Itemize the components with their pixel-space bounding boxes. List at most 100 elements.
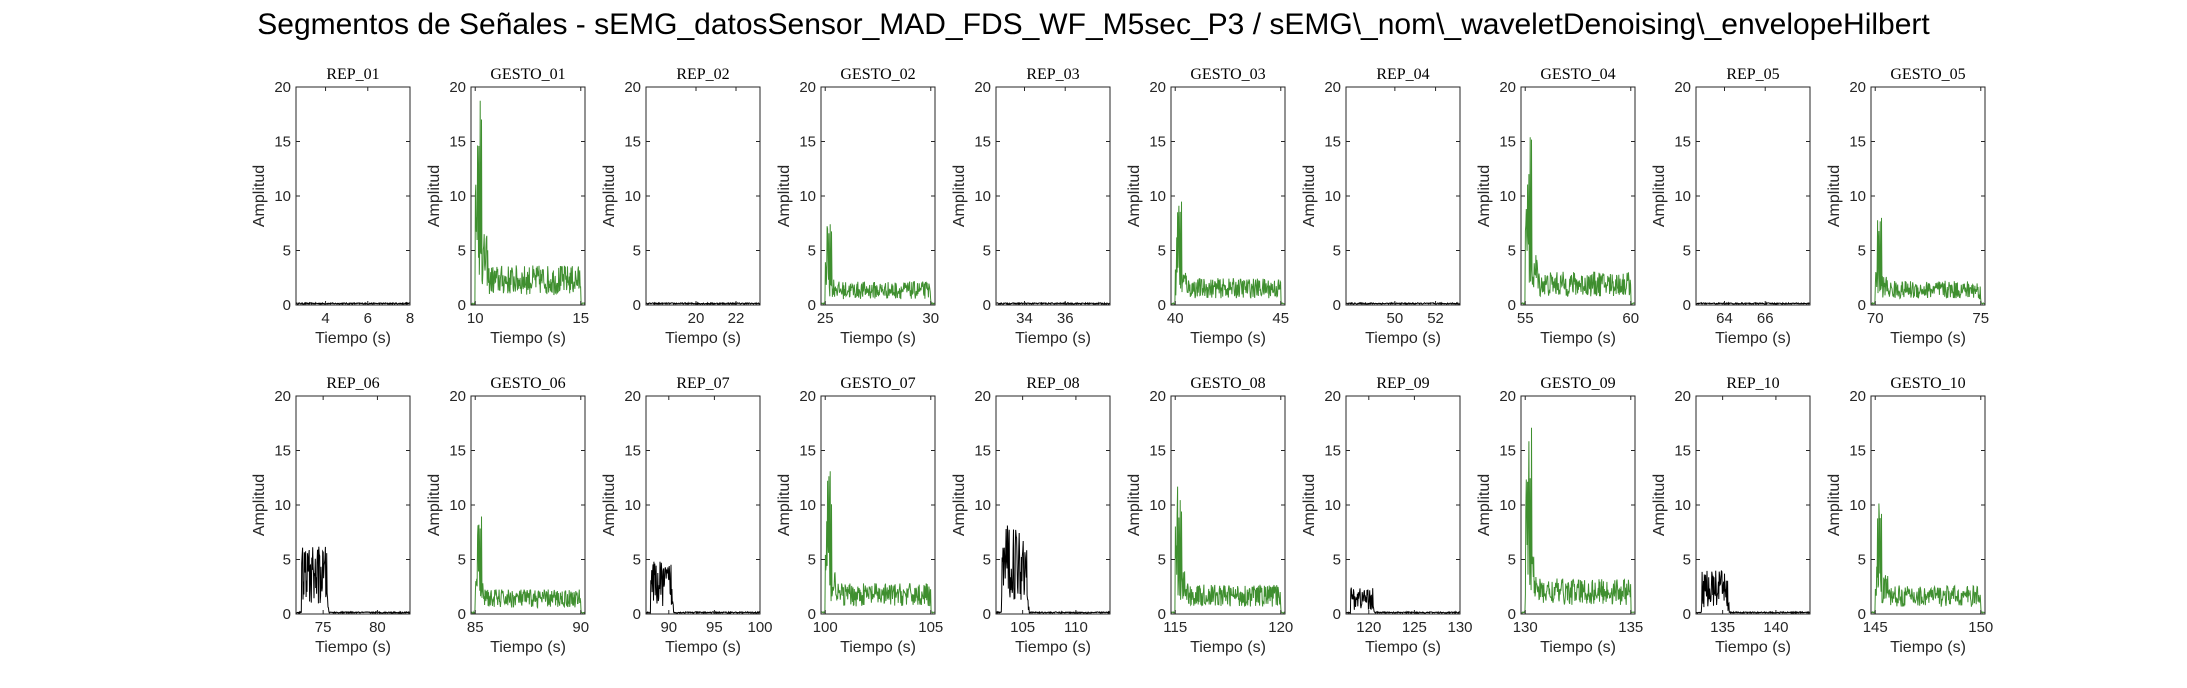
y-tick-label: 20	[799, 79, 816, 96]
y-tick-label: 0	[1858, 606, 1866, 623]
x-axis-label: Tiempo (s)	[315, 639, 391, 656]
y-tick-label: 5	[633, 552, 641, 569]
subplot-title: GESTO_07	[840, 375, 915, 392]
x-axis-label: Tiempo (s)	[1365, 330, 1441, 347]
y-tick-label: 0	[1158, 297, 1166, 314]
x-tick-label: 100	[813, 619, 838, 636]
x-axis-label: Tiempo (s)	[840, 330, 916, 347]
y-tick-label: 10	[1324, 188, 1341, 205]
y-tick-label: 15	[974, 443, 991, 460]
axes-box	[820, 86, 936, 306]
y-tick-label: 10	[274, 497, 291, 514]
y-tick-label: 0	[458, 297, 466, 314]
y-tick-label: 15	[624, 134, 641, 151]
y-axis-label: Amplitud	[776, 474, 793, 536]
signal-line	[1870, 217, 1986, 306]
x-axis-label: Tiempo (s)	[1365, 639, 1441, 656]
y-tick-label: 20	[274, 388, 291, 405]
y-tick-label: 0	[1508, 297, 1516, 314]
x-tick-label: 40	[1167, 310, 1184, 327]
x-tick-label: 150	[1968, 619, 1993, 636]
axes-box	[645, 86, 761, 306]
signal-line	[1695, 301, 1811, 306]
y-tick-label: 10	[1149, 188, 1166, 205]
y-tick-label: 10	[1149, 497, 1166, 514]
y-tick-label: 0	[1858, 297, 1866, 314]
x-tick-label: 45	[1272, 310, 1289, 327]
x-tick-label: 135	[1710, 619, 1735, 636]
y-tick-label: 20	[974, 388, 991, 405]
y-tick-label: 0	[808, 297, 816, 314]
subplot-rep-09: REP_09 0 5 10 15 20 120 125 130 Tiempo (s) Amplitu…	[1301, 375, 1473, 656]
x-axis-label: Tiempo (s)	[1015, 639, 1091, 656]
x-tick-label: 130	[1513, 619, 1538, 636]
y-tick-label: 20	[624, 79, 641, 96]
x-tick-label: 125	[1402, 619, 1427, 636]
axes-box	[1170, 86, 1286, 306]
y-axis-label: Amplitud	[1126, 165, 1143, 227]
y-tick-label: 5	[283, 552, 291, 569]
y-tick-label: 20	[1499, 79, 1516, 96]
y-tick-label: 20	[624, 388, 641, 405]
subplot-rep-04: REP_04 0 5 10 15 20 50 52 Tiempo (s) Amplitud	[1301, 66, 1461, 347]
y-tick-label: 15	[1149, 443, 1166, 460]
y-tick-label: 15	[1674, 134, 1691, 151]
axes-box	[1870, 86, 1986, 306]
y-tick-label: 5	[1858, 243, 1866, 260]
x-axis-label: Tiempo (s)	[490, 330, 566, 347]
y-tick-label: 10	[1324, 497, 1341, 514]
y-tick-label: 10	[974, 497, 991, 514]
y-tick-label: 20	[1324, 388, 1341, 405]
subplot-title: REP_01	[326, 66, 379, 83]
signal-line	[1345, 587, 1461, 615]
y-tick-label: 20	[1324, 79, 1341, 96]
y-tick-label: 5	[1683, 552, 1691, 569]
subplot-rep-07: REP_07 0 5 10 15 20 90 95 100 Tiempo (s) Amplitud	[601, 375, 773, 656]
signal-line	[820, 224, 936, 306]
x-tick-label: 130	[1447, 619, 1472, 636]
x-axis-label: Tiempo (s)	[315, 330, 391, 347]
y-tick-label: 15	[449, 134, 466, 151]
y-tick-label: 20	[1499, 388, 1516, 405]
y-tick-label: 10	[1499, 188, 1516, 205]
subplot-rep-08: REP_08 0 5 10 15 20 105 110 Tiempo (s) Amplitud	[951, 375, 1111, 656]
y-axis-label: Amplitud	[426, 474, 443, 536]
y-tick-label: 20	[1849, 388, 1866, 405]
y-tick-label: 10	[974, 188, 991, 205]
y-tick-label: 20	[974, 79, 991, 96]
y-tick-label: 5	[808, 243, 816, 260]
figure-title: Segmentos de Señales - sEMG_datosSensor_…	[257, 8, 1930, 41]
signal-line	[295, 546, 411, 615]
y-tick-label: 15	[624, 443, 641, 460]
subplot-title: GESTO_04	[1540, 66, 1615, 83]
y-tick-label: 0	[633, 606, 641, 623]
axes-box	[470, 395, 586, 615]
y-tick-label: 5	[1158, 243, 1166, 260]
signal-line	[1520, 427, 1635, 614]
x-tick-label: 120	[1268, 619, 1293, 636]
subplot-title: REP_03	[1026, 66, 1079, 83]
x-tick-label: 55	[1517, 310, 1534, 327]
y-tick-label: 20	[449, 79, 466, 96]
y-axis-label: Amplitud	[1301, 474, 1318, 536]
x-tick-label: 85	[467, 619, 484, 636]
x-tick-label: 90	[660, 619, 677, 636]
y-axis-label: Amplitud	[601, 165, 618, 227]
x-tick-label: 22	[728, 310, 745, 327]
axes-box	[295, 86, 411, 306]
y-tick-label: 0	[1333, 606, 1341, 623]
y-tick-label: 10	[274, 188, 291, 205]
x-tick-label: 105	[918, 619, 943, 636]
y-tick-label: 5	[1508, 552, 1516, 569]
y-tick-label: 15	[799, 134, 816, 151]
subplot-title: GESTO_02	[840, 66, 915, 83]
subplot-title: REP_04	[1376, 66, 1429, 83]
y-axis-label: Amplitud	[776, 165, 793, 227]
signal-line	[1345, 301, 1461, 306]
signal-line	[470, 100, 586, 306]
x-axis-label: Tiempo (s)	[1715, 330, 1791, 347]
y-axis-label: Amplitud	[1651, 474, 1668, 536]
